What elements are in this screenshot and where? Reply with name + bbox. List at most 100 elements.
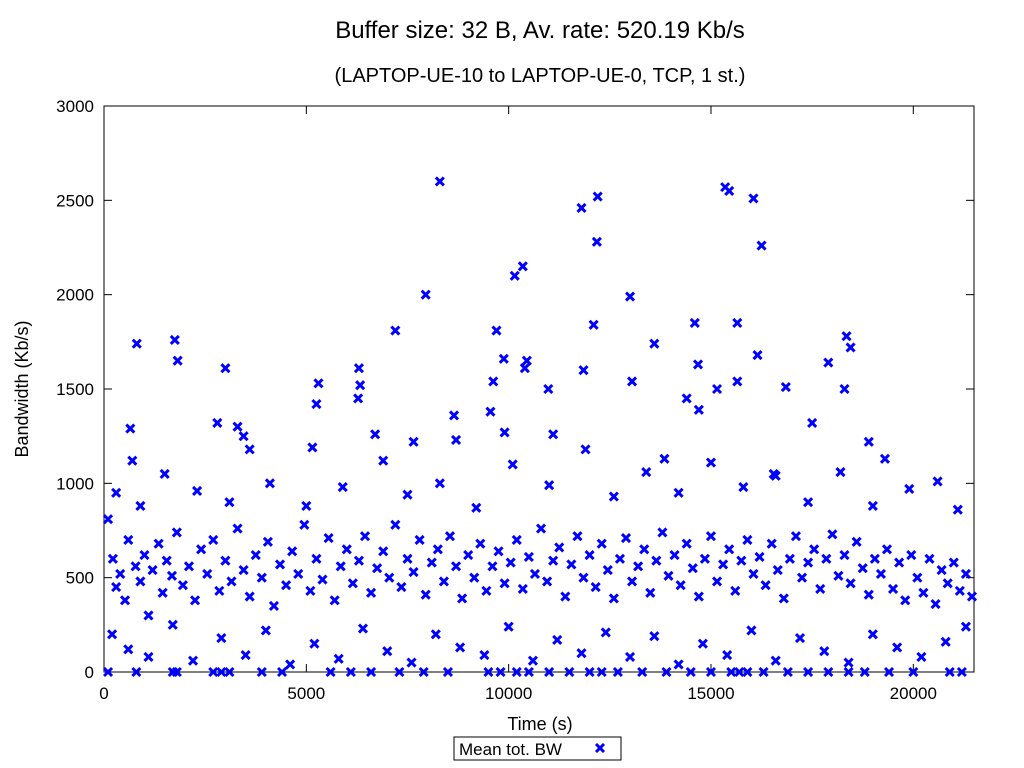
- data-point: [325, 666, 336, 678]
- data-point: [591, 236, 602, 247]
- data-point: [313, 378, 324, 389]
- data-point: [960, 568, 971, 579]
- data-point: [948, 557, 959, 568]
- data-point: [166, 570, 178, 581]
- data-point: [689, 317, 700, 329]
- data-point: [746, 625, 757, 636]
- data-point: [916, 651, 927, 662]
- data-point: [900, 595, 911, 606]
- data-point: [661, 666, 672, 678]
- data-point: [491, 325, 502, 336]
- data-point: [102, 666, 114, 678]
- data-point: [208, 534, 219, 545]
- y-tick-label: 500: [66, 569, 94, 588]
- data-point: [408, 566, 419, 578]
- data-point: [420, 589, 431, 600]
- data-point: [906, 549, 917, 561]
- data-point: [918, 587, 929, 598]
- data-point: [894, 557, 905, 568]
- data-point: [833, 570, 844, 581]
- data-point: [323, 532, 334, 544]
- data-point: [187, 655, 199, 666]
- data-point: [649, 338, 660, 349]
- data-point: [159, 468, 170, 479]
- data-point: [426, 557, 437, 568]
- data-point: [169, 334, 180, 346]
- data-point: [123, 534, 134, 545]
- data-point: [471, 502, 482, 513]
- data-point: [250, 549, 261, 561]
- data-point: [475, 538, 486, 549]
- data-point: [843, 666, 854, 678]
- data-point: [396, 582, 407, 593]
- data-point: [724, 544, 735, 555]
- data-point: [552, 634, 563, 645]
- data-point: [196, 544, 207, 555]
- data-point: [673, 487, 684, 498]
- data-point: [823, 357, 834, 368]
- data-point: [940, 636, 951, 647]
- data-point: [309, 638, 320, 649]
- data-point: [766, 538, 777, 549]
- data-point: [752, 349, 763, 361]
- data-point: [754, 551, 765, 562]
- data-point: [612, 666, 623, 678]
- data-point: [161, 555, 172, 566]
- data-point: [770, 655, 781, 666]
- data-point: [827, 529, 838, 540]
- data-point: [335, 561, 346, 572]
- data-point: [576, 202, 587, 213]
- data-point: [803, 497, 814, 508]
- data-point: [293, 568, 304, 579]
- data-point: [843, 657, 854, 668]
- data-point: [584, 666, 595, 678]
- data-point: [244, 591, 255, 602]
- data-point: [883, 666, 895, 678]
- data-point: [111, 487, 122, 498]
- data-point: [469, 572, 480, 583]
- data-point: [177, 580, 188, 591]
- data-point: [639, 544, 650, 555]
- data-point: [287, 546, 298, 557]
- data-point: [192, 485, 203, 496]
- data-point: [756, 240, 767, 251]
- data-point: [578, 572, 589, 583]
- data-point: [875, 568, 886, 579]
- data-point: [390, 325, 401, 336]
- data-point: [554, 542, 565, 553]
- data-point: [796, 572, 808, 583]
- data-point: [337, 482, 348, 493]
- data-point: [748, 193, 759, 204]
- data-point: [444, 531, 456, 542]
- data-point: [131, 338, 142, 349]
- data-point: [637, 666, 648, 678]
- data-point: [869, 553, 880, 564]
- data-point: [208, 666, 219, 678]
- data-point: [663, 570, 674, 581]
- data-point: [517, 583, 528, 595]
- data-point: [434, 478, 445, 489]
- data-point: [819, 646, 830, 657]
- data-point: [543, 383, 554, 395]
- data-point: [614, 553, 625, 564]
- data-point: [529, 568, 541, 579]
- data-point: [954, 585, 965, 596]
- data-point: [394, 666, 405, 678]
- data-point: [936, 565, 947, 576]
- data-point: [863, 589, 874, 600]
- data-point: [107, 553, 118, 564]
- data-point: [784, 553, 795, 564]
- data-point: [402, 553, 413, 564]
- data-point: [499, 427, 510, 438]
- data-point: [823, 666, 834, 678]
- data-point: [888, 583, 899, 595]
- data-point: [738, 482, 749, 493]
- data-point: [111, 582, 122, 593]
- data-point: [711, 576, 723, 587]
- data-point: [172, 355, 183, 366]
- data-point: [758, 666, 769, 678]
- data-point: [651, 555, 662, 566]
- data-point: [600, 627, 611, 638]
- data-point: [732, 376, 743, 387]
